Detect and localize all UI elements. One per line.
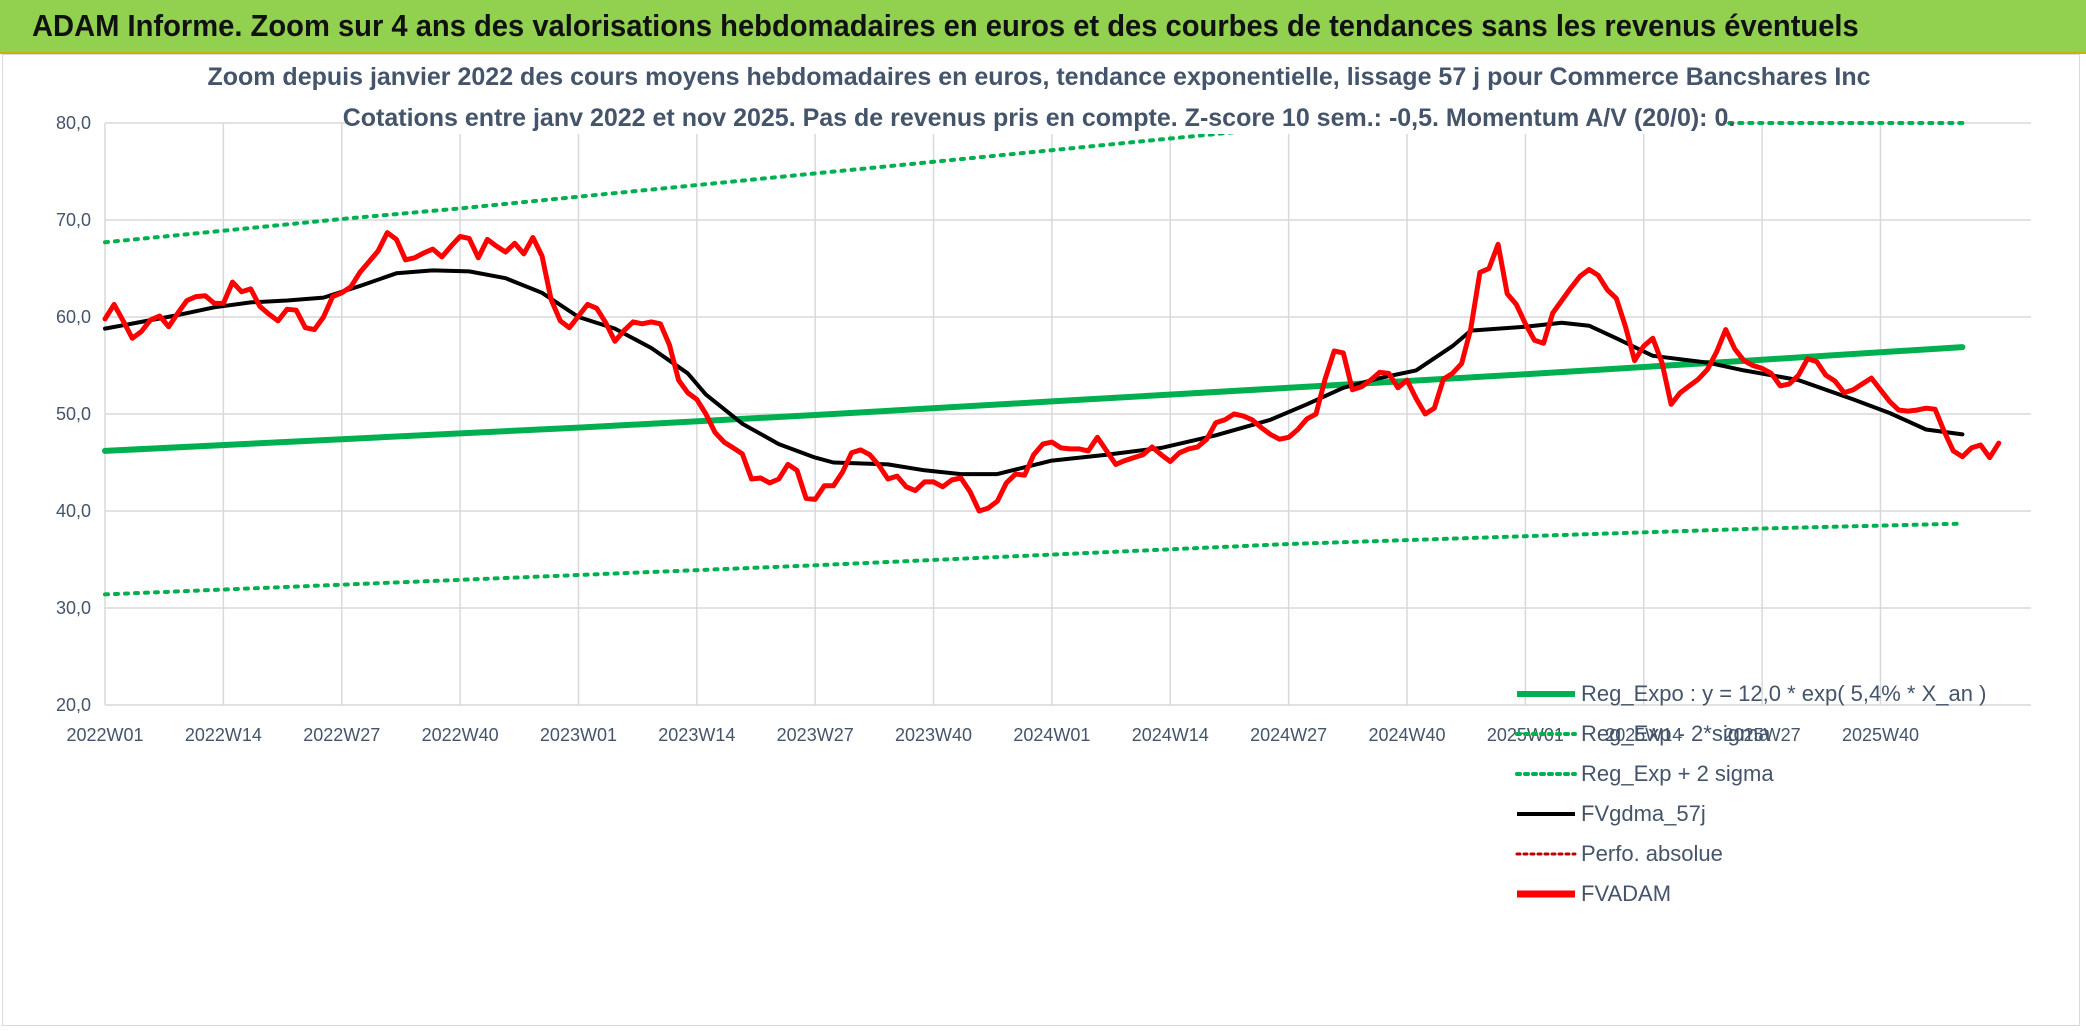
- y-tick-label: 80,0: [56, 113, 91, 133]
- y-tick-label: 50,0: [56, 404, 91, 424]
- grid: [104, 122, 2031, 706]
- y-tick-label: 60,0: [56, 307, 91, 327]
- x-tick-label: 2024W01: [1013, 725, 1090, 745]
- x-tick-label: 2025W27: [1724, 725, 1801, 745]
- header-banner: ADAM Informe. Zoom sur 4 ans des valoris…: [0, 0, 2086, 54]
- x-tick-label: 2023W27: [777, 725, 854, 745]
- legend: Reg_Expo : y = 12,0 * exp( 5,4% * X_an )…: [1515, 681, 1986, 906]
- y-axis: 80,0 70,0 60,0 50,0 40,0 30,0 20,0: [56, 113, 91, 715]
- chart-titles: Zoom depuis janvier 2022 des cours moyen…: [207, 58, 1871, 134]
- legend-label-fvadam: FVADAM: [1581, 881, 1671, 906]
- x-tick-label: 2023W01: [540, 725, 617, 745]
- title-bg-2: [351, 96, 1723, 134]
- page-title: ADAM Informe. Zoom sur 4 ans des valoris…: [32, 8, 1859, 43]
- legend-label-reg-minus: Reg_Exp - 2*sigma: [1581, 721, 1771, 746]
- series-reg-expo-y-12-0-exp-5-4-x-an-line: [102, 344, 1966, 454]
- x-tick-label: 2022W27: [303, 725, 380, 745]
- series-reg-exp-2-sigma-line: [103, 121, 1965, 245]
- x-tick-label: 2022W14: [185, 725, 262, 745]
- x-tick-label: 2023W40: [895, 725, 972, 745]
- chart-title-line2: Cotations entre janv 2022 et nov 2025. P…: [343, 104, 1736, 132]
- x-tick-label: 2024W40: [1368, 725, 1445, 745]
- x-tick-label: 2022W40: [422, 725, 499, 745]
- legend-label-reg-plus: Reg_Exp + 2 sigma: [1581, 761, 1774, 786]
- title-bg-1: [257, 58, 1821, 94]
- series-reg-exp-2-sigma-line: [103, 521, 1965, 597]
- legend-label-reg-expo: Reg_Expo : y = 12,0 * exp( 5,4% * X_an ): [1581, 681, 1986, 706]
- chart: 80,070,060,050,040,030,020,0 2022W01 2022…: [56, 58, 2031, 906]
- x-tick-label: 2025W40: [1842, 725, 1919, 745]
- y-tick-label: 70,0: [56, 210, 91, 230]
- y-tick-label: 40,0: [56, 501, 91, 521]
- series-fvadam-line: [102, 230, 2002, 514]
- legend-label-fvgdma: FVgdma_57j: [1581, 801, 1706, 826]
- chart-title-line1: Zoom depuis janvier 2022 des cours moyen…: [207, 63, 1870, 91]
- x-tick-label: 2024W14: [1132, 725, 1209, 745]
- x-tick-label: 2024W27: [1250, 725, 1327, 745]
- x-axis: 2022W01 2022W14 2022W27 2022W40 2023W01 2023W…: [66, 725, 1919, 745]
- x-tick-label: 2025W14: [1605, 725, 1682, 745]
- series-fvgdma-57j-line: [103, 268, 1965, 477]
- y-tick-label: 20,0: [56, 695, 91, 715]
- chart-frame: 80,0 70,0 60,0 50,0 40,0 30,0 20,0 2022W01 2022…: [2, 54, 2080, 1026]
- legend-label-perfo: Perfo. absolue: [1581, 841, 1723, 866]
- x-tick-label: 2023W14: [658, 725, 735, 745]
- y-tick-label: 30,0: [56, 598, 91, 618]
- x-tick-label: 2022W01: [66, 725, 143, 745]
